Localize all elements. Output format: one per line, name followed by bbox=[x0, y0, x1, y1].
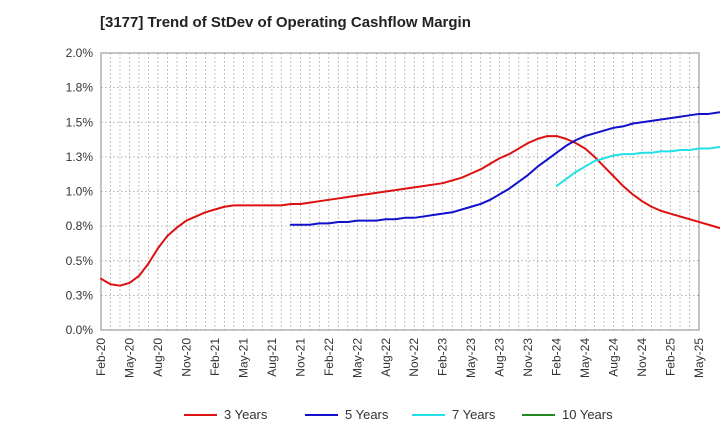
legend-label-10-years: 10 Years bbox=[562, 407, 613, 422]
y-tick-label: 0.3% bbox=[66, 288, 94, 302]
legend-label-3-years: 3 Years bbox=[224, 407, 268, 422]
y-tick-label: 2.0% bbox=[66, 46, 94, 60]
x-tick-label: Nov-23 bbox=[521, 338, 535, 377]
x-tick-label: Nov-22 bbox=[407, 338, 421, 377]
series-line-7-years bbox=[555, 146, 720, 187]
x-tick-label: May-23 bbox=[464, 338, 478, 378]
x-tick-label: Feb-20 bbox=[94, 338, 108, 376]
legend: 3 Years 5 Years 7 Years 10 Years bbox=[184, 407, 613, 422]
y-tick-label: 1.3% bbox=[66, 150, 94, 164]
plot-frame bbox=[100, 52, 700, 331]
grid bbox=[100, 52, 700, 331]
x-tick-label: Aug-24 bbox=[607, 338, 621, 377]
x-tick-label: Feb-23 bbox=[436, 338, 450, 376]
x-tick-label: Feb-21 bbox=[208, 338, 222, 376]
legend-label-5-years: 5 Years bbox=[345, 407, 389, 422]
x-tick-label: Feb-22 bbox=[322, 338, 336, 376]
x-tick-label: Feb-24 bbox=[550, 338, 564, 376]
series-line-3-years bbox=[100, 135, 720, 287]
x-tick-label: May-22 bbox=[350, 338, 364, 378]
x-tick-label: May-25 bbox=[692, 338, 706, 378]
y-tick-label: 0.0% bbox=[66, 323, 94, 337]
y-axis: 0.0% 0.3% 0.5% 0.8% 1.0% 1.3% 1.5% 1.8% 2.0% bbox=[66, 46, 94, 337]
x-tick-label: Aug-21 bbox=[265, 338, 279, 377]
y-tick-label: 1.8% bbox=[66, 81, 94, 95]
x-tick-label: Nov-20 bbox=[179, 338, 193, 377]
legend-label-7-years: 7 Years bbox=[452, 407, 496, 422]
series-group bbox=[100, 111, 720, 287]
y-tick-label: 1.5% bbox=[66, 115, 94, 129]
x-tick-label: Aug-23 bbox=[493, 338, 507, 377]
x-tick-label: Aug-20 bbox=[151, 338, 165, 377]
x-tick-label: Nov-21 bbox=[293, 338, 307, 377]
x-axis: Feb-20 May-20 Aug-20 Nov-20 Feb-21 May-21 Aug-… bbox=[94, 338, 706, 378]
y-tick-label: 1.0% bbox=[66, 185, 94, 199]
series-line-5-years bbox=[289, 111, 720, 226]
x-tick-label: Nov-24 bbox=[635, 338, 649, 377]
y-tick-label: 0.8% bbox=[66, 219, 94, 233]
x-tick-label: May-24 bbox=[578, 338, 592, 378]
x-tick-label: May-21 bbox=[236, 338, 250, 378]
x-tick-label: May-20 bbox=[122, 338, 136, 378]
x-tick-label: Feb-25 bbox=[664, 338, 678, 376]
x-tick-label: Aug-22 bbox=[379, 338, 393, 377]
chart-title: [3177] Trend of StDev of Operating Cashf… bbox=[100, 14, 471, 31]
y-tick-label: 0.5% bbox=[66, 254, 94, 268]
